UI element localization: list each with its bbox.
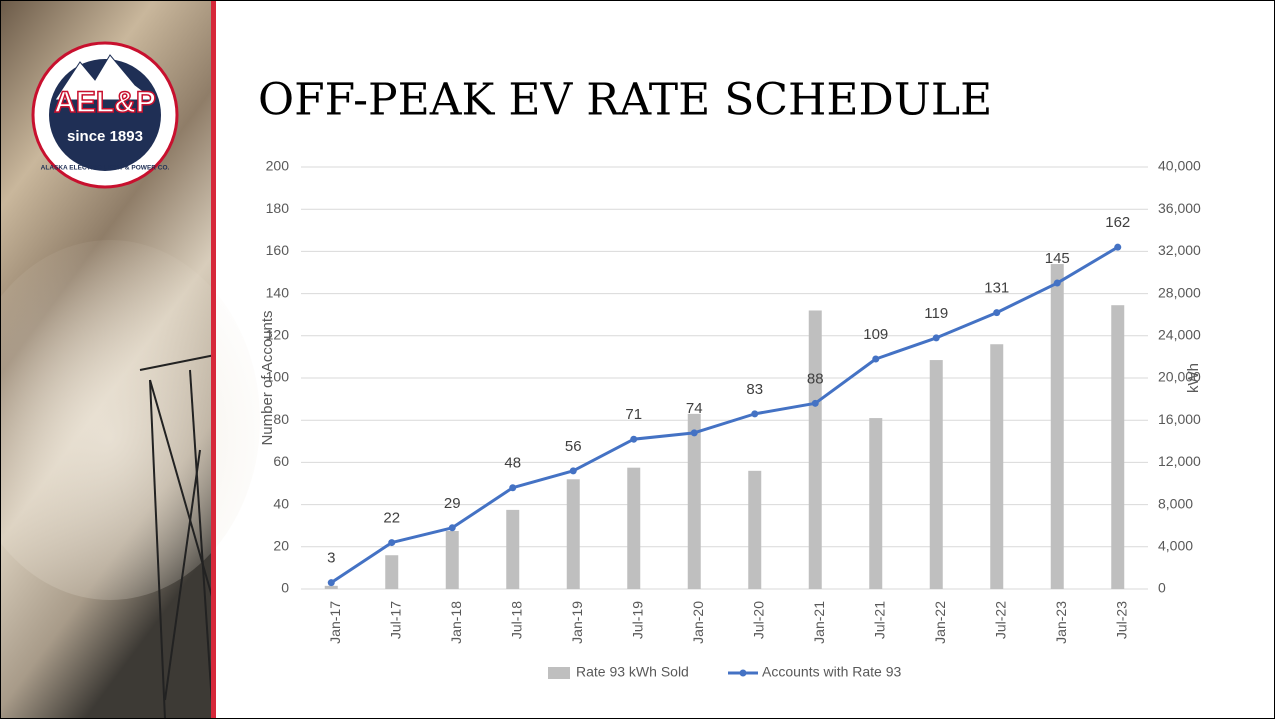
point xyxy=(751,410,759,418)
x-tick-label: Jan-18 xyxy=(448,601,464,644)
data-label: 48 xyxy=(504,455,521,472)
point xyxy=(448,524,456,532)
x-tick-label: Jul-22 xyxy=(992,601,1008,639)
y-tick-label: 120 xyxy=(266,327,290,343)
y2-tick-label: 0 xyxy=(1158,580,1166,596)
point xyxy=(690,429,698,437)
y2-tick-label: 12,000 xyxy=(1158,453,1201,469)
data-label: 145 xyxy=(1045,250,1070,267)
x-tick-label: Jul-23 xyxy=(1113,601,1129,639)
point xyxy=(993,309,1001,317)
point xyxy=(509,484,517,492)
x-tick-label: Jan-19 xyxy=(569,601,585,644)
data-label: 71 xyxy=(625,406,642,423)
y-tick-label: 100 xyxy=(266,369,290,385)
x-tick-label: Jul-18 xyxy=(508,601,524,639)
data-label: 3 xyxy=(327,550,335,567)
bar xyxy=(748,470,762,589)
x-tick-label: Jan-23 xyxy=(1053,601,1069,644)
x-tick-label: Jul-21 xyxy=(871,601,887,639)
red-stripe xyxy=(211,0,216,719)
bar xyxy=(687,413,701,589)
chart-title: OFF-PEAK EV RATE SCHEDULE xyxy=(258,75,992,126)
y2-tick-label: 28,000 xyxy=(1158,284,1201,300)
y-tick-label: 80 xyxy=(273,411,289,427)
y2-tick-label: 36,000 xyxy=(1158,200,1201,216)
point xyxy=(630,435,638,443)
power-tower xyxy=(139,354,216,720)
y-tick-label: 180 xyxy=(266,200,290,216)
data-label: 162 xyxy=(1105,214,1130,231)
y-tick-label: 40 xyxy=(273,495,289,511)
y2-tick-label: 20,000 xyxy=(1158,369,1201,385)
line xyxy=(330,245,1119,584)
x-tick-label: Jul-17 xyxy=(387,601,403,639)
data-label: 22 xyxy=(383,510,400,527)
data-label: 29 xyxy=(444,495,461,512)
y2-tick-label: 32,000 xyxy=(1158,242,1201,258)
x-tick-label: Jan-17 xyxy=(327,601,343,644)
legend-label: Accounts with Rate 93 xyxy=(762,664,902,680)
bar xyxy=(990,344,1004,589)
point xyxy=(327,579,335,587)
y2-tick-label: 4,000 xyxy=(1158,538,1193,554)
point xyxy=(872,355,880,363)
y-tick-label: 140 xyxy=(266,284,290,300)
y2-tick-label: 40,000 xyxy=(1158,158,1201,174)
y-tick-label: 0 xyxy=(281,580,289,596)
y-tick-label: 60 xyxy=(273,453,289,469)
data-label: 88 xyxy=(807,370,824,387)
point xyxy=(932,334,940,342)
bar xyxy=(929,360,943,589)
data-label: 56 xyxy=(565,438,582,455)
y2-tick-label: 16,000 xyxy=(1158,411,1201,427)
logo-since: since 1893 xyxy=(67,128,143,145)
bar xyxy=(385,555,399,589)
point xyxy=(569,467,577,475)
legend-swatch xyxy=(548,667,570,679)
data-label: 83 xyxy=(746,381,763,398)
data-label: 109 xyxy=(863,326,888,343)
bar xyxy=(324,585,338,589)
x-tick-label: Jul-20 xyxy=(750,601,766,639)
logo-company: ALASKA ELECTRIC LIGHT & POWER CO. xyxy=(41,165,170,172)
y-tick-label: 20 xyxy=(273,538,289,554)
x-tick-label: Jan-20 xyxy=(690,601,706,644)
bar xyxy=(627,467,641,589)
y2-axis-title: kWh xyxy=(1185,363,1202,393)
point xyxy=(1114,243,1122,251)
point xyxy=(1053,279,1061,287)
y-tick-label: 160 xyxy=(266,242,290,258)
bar xyxy=(869,418,883,589)
data-label: 131 xyxy=(984,280,1009,297)
logo: AEL&P since 1893 ALASKA ELECTRIC LIGHT &… xyxy=(31,41,179,189)
y-axis-title: Number of Accounts xyxy=(259,310,276,445)
point xyxy=(811,399,819,407)
bar xyxy=(1050,264,1064,589)
mist xyxy=(0,240,260,600)
logo-mountains xyxy=(54,54,157,101)
legend-label: Rate 93 kWh Sold xyxy=(576,664,689,680)
bar xyxy=(1111,305,1125,589)
legend-swatch xyxy=(739,669,747,677)
x-tick-label: Jul-19 xyxy=(629,601,645,639)
bar xyxy=(445,530,459,589)
x-tick-label: Jan-22 xyxy=(932,601,948,644)
logo-name: AEL&P xyxy=(54,86,156,119)
bar xyxy=(566,479,580,589)
x-tick-label: Jan-21 xyxy=(811,601,827,644)
data-label: 119 xyxy=(924,305,948,322)
bar xyxy=(506,509,520,589)
data-label: 74 xyxy=(686,400,703,417)
y2-tick-label: 24,000 xyxy=(1158,327,1201,343)
y-tick-label: 200 xyxy=(266,158,290,174)
y2-tick-label: 8,000 xyxy=(1158,495,1193,511)
bar xyxy=(808,310,822,589)
point xyxy=(388,539,396,547)
